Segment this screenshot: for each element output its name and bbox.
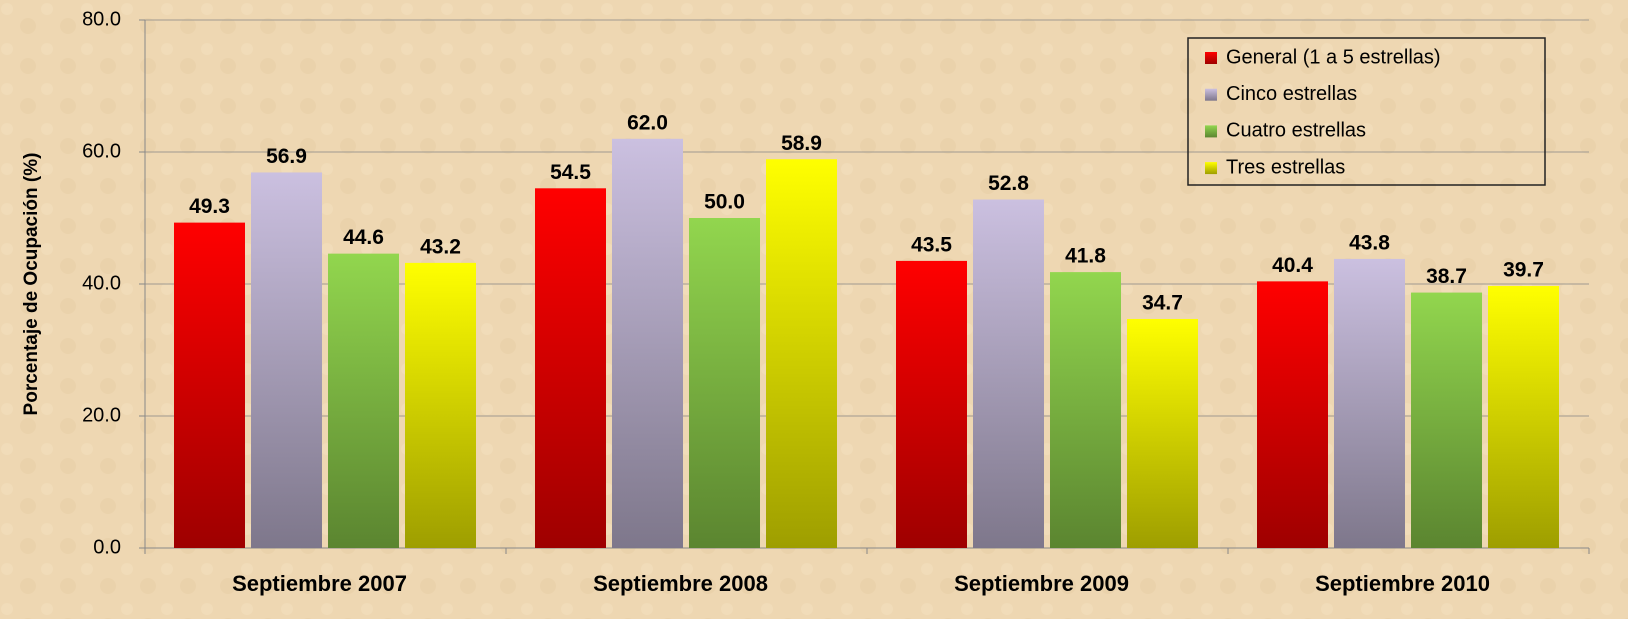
- value-label: 43.5: [911, 233, 952, 256]
- x-tick-label: Septiembre 2010: [1315, 571, 1490, 596]
- y-tick-label: 0.0: [93, 536, 121, 558]
- legend-swatch: [1205, 162, 1217, 175]
- value-label: 50.0: [704, 191, 745, 214]
- bar: [896, 260, 967, 548]
- value-label: 43.8: [1349, 231, 1390, 254]
- bar: [1127, 318, 1198, 548]
- y-tick-label: 60.0: [82, 140, 121, 162]
- value-label: 56.9: [266, 145, 307, 168]
- value-label: 38.7: [1426, 265, 1467, 288]
- bar: [1411, 292, 1482, 548]
- y-tick-label: 40.0: [82, 272, 121, 294]
- bar: [174, 222, 245, 548]
- bar: [689, 218, 760, 548]
- value-label: 62.0: [627, 111, 668, 134]
- legend-swatch: [1205, 88, 1217, 101]
- value-label: 39.7: [1503, 259, 1544, 282]
- bar: [1050, 272, 1121, 548]
- value-label: 44.6: [343, 226, 384, 249]
- x-tick-label: Septiembre 2007: [232, 571, 407, 596]
- legend: General (1 a 5 estrellas) Cinco estrellas…: [1187, 37, 1546, 186]
- bar: [1257, 281, 1328, 548]
- bar: [612, 138, 683, 549]
- y-tick-label: 20.0: [82, 404, 121, 426]
- bar: [973, 199, 1044, 548]
- legend-label: General (1 a 5 estrellas): [1226, 46, 1441, 68]
- x-tick-label: Septiembre 2008: [593, 571, 768, 596]
- legend-box: [1187, 37, 1546, 186]
- legend-swatch: [1205, 125, 1217, 138]
- bar: [766, 159, 837, 548]
- value-label: 58.9: [781, 132, 822, 155]
- bar: [405, 262, 476, 548]
- value-label: 54.5: [550, 161, 591, 184]
- legend-swatch: [1205, 52, 1217, 64]
- value-label: 43.2: [420, 235, 461, 258]
- legend-label: Cuatro estrellas: [1226, 120, 1366, 142]
- value-label: 40.4: [1272, 254, 1313, 277]
- bar: [251, 172, 322, 548]
- y-tick-label: 80.0: [82, 8, 121, 30]
- value-label: 49.3: [189, 195, 230, 218]
- x-tick-label: Septiembre 2009: [954, 571, 1129, 596]
- legend-label: Tres estrellas: [1226, 156, 1345, 178]
- bar: [328, 253, 399, 548]
- value-label: 41.8: [1065, 245, 1106, 268]
- y-axis-label: Porcentaje de Ocupación (%): [21, 153, 42, 416]
- value-label: 52.8: [988, 172, 1029, 195]
- legend-label: Cinco estrellas: [1226, 83, 1357, 105]
- bar: [535, 188, 606, 549]
- value-label: 34.7: [1142, 292, 1183, 315]
- bar: [1334, 258, 1405, 548]
- bar: [1488, 285, 1559, 548]
